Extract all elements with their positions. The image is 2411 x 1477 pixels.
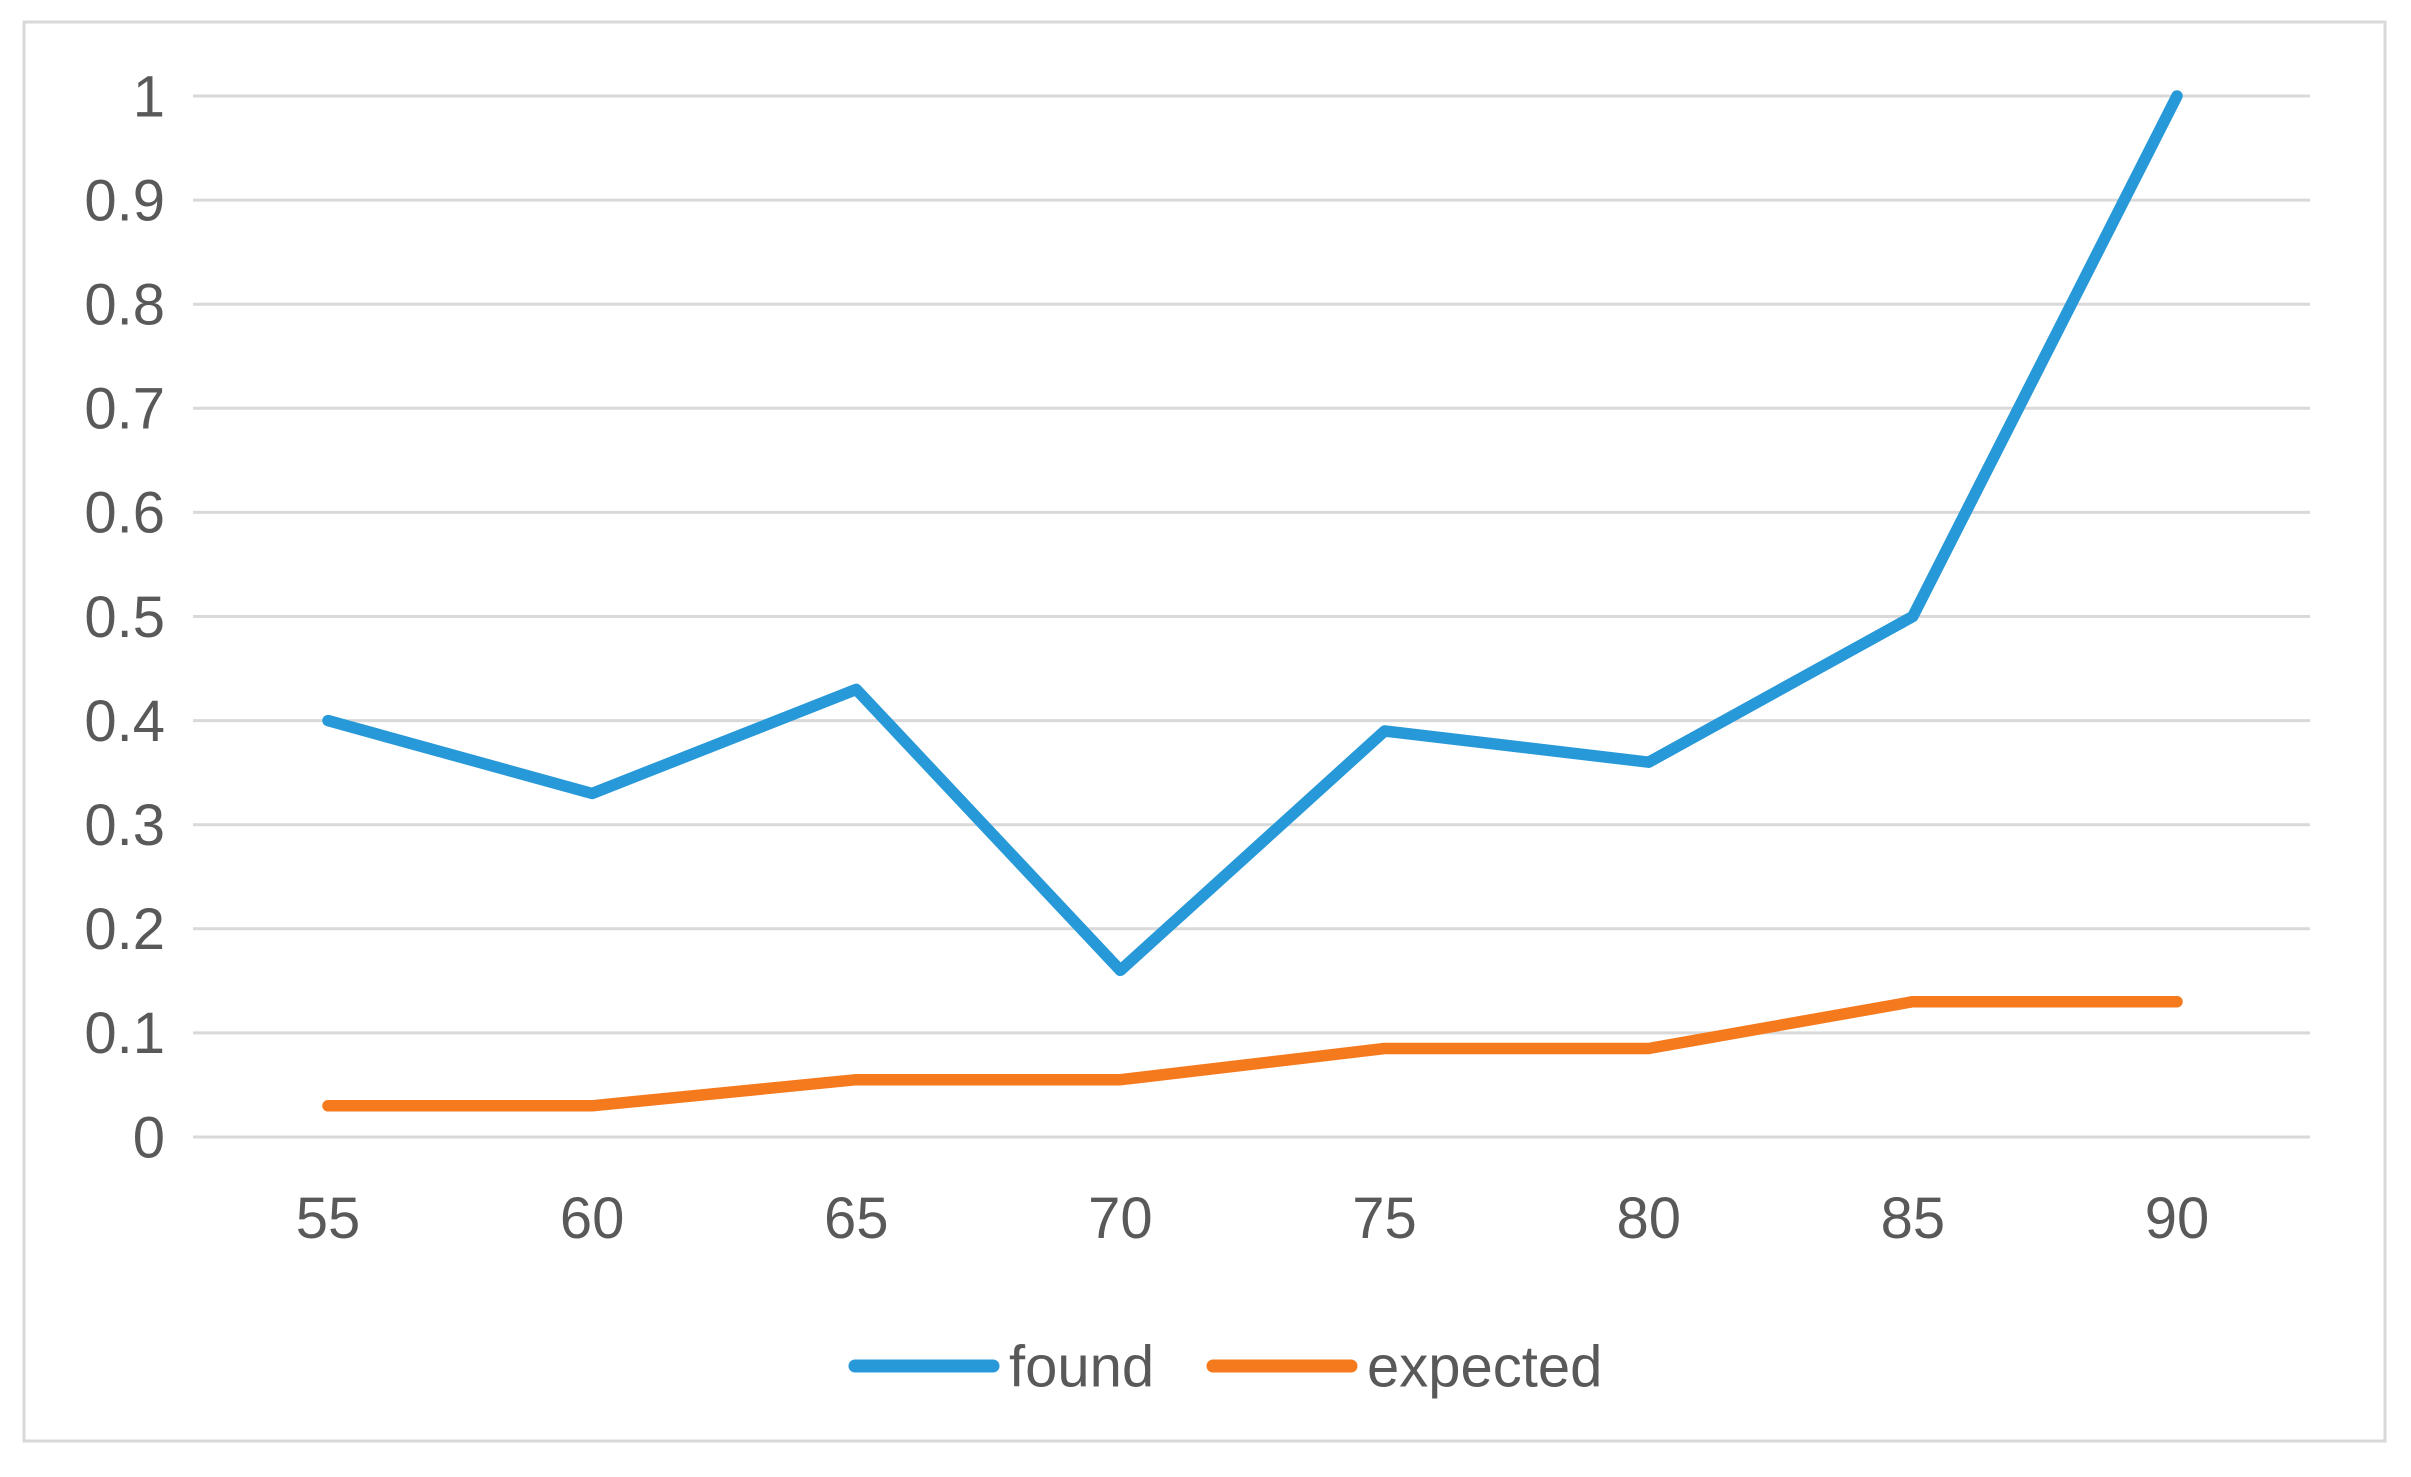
x-tick-label: 55: [296, 1186, 361, 1251]
y-tick-label: 0.3: [84, 793, 165, 858]
y-tick-label: 0: [133, 1105, 165, 1170]
y-tick-label: 0.6: [84, 481, 165, 546]
y-tick-label: 0.2: [84, 897, 165, 962]
y-tick-label: 1: [133, 64, 165, 129]
chart-border: [22, 20, 2387, 1443]
series-lines: [322, 90, 2183, 1112]
x-tick-label: 70: [1088, 1186, 1153, 1251]
legend-label: found: [1009, 1334, 1154, 1399]
x-tick-label: 60: [560, 1186, 625, 1251]
y-tick-label: 0.4: [84, 689, 165, 754]
series-line-found: [322, 90, 2183, 977]
legend-item-found: found: [848, 1334, 1154, 1399]
x-tick-label: 65: [824, 1186, 889, 1251]
x-tick-label: 75: [1352, 1186, 1417, 1251]
y-tick-label: 0.1: [84, 1001, 165, 1066]
series-line-expected: [322, 995, 2183, 1112]
legend: found expected: [848, 1334, 1602, 1399]
x-tick-label: 90: [2145, 1186, 2210, 1251]
x-tick-label: 80: [1616, 1186, 1681, 1251]
legend-label: expected: [1367, 1334, 1602, 1399]
y-axis-labels: 0 0.1 0.2 0.3 0.4 0.5 0.6 0.7 0.8 0.9 1: [84, 64, 165, 1170]
y-tick-label: 0.7: [84, 377, 165, 442]
y-tick-label: 0.9: [84, 168, 165, 233]
y-tick-label: 0.5: [84, 585, 165, 650]
legend-item-expected: expected: [1206, 1334, 1602, 1399]
y-tick-label: 0.8: [84, 273, 165, 338]
gridlines: [193, 94, 2310, 1139]
x-axis-labels: 55 60 65 70 75 80 85 90: [296, 1186, 2209, 1251]
x-tick-label: 85: [1881, 1186, 1946, 1251]
